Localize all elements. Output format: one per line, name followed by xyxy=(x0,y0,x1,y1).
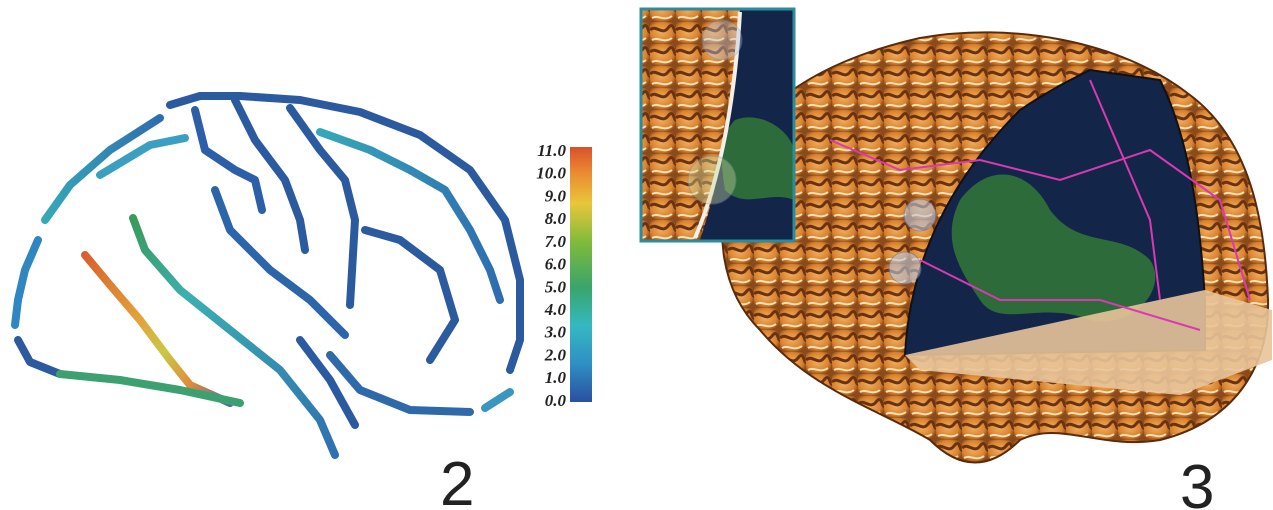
sulci-map xyxy=(15,96,520,455)
inset-zoom xyxy=(641,9,794,241)
colorbar-label: 11.0 xyxy=(537,141,566,160)
brain-render xyxy=(722,32,1272,462)
colorbar-label: 4.0 xyxy=(544,300,567,319)
colorbar-label: 7.0 xyxy=(545,232,567,251)
page: {"colorbar": {"labels": ["0.0", "1.0", "… xyxy=(0,0,1273,510)
colorbar-label: 10.0 xyxy=(536,164,566,183)
colorbar-label: 5.0 xyxy=(545,277,567,296)
panel-label: 3 xyxy=(1180,453,1214,510)
colorbar-label: 8.0 xyxy=(545,209,567,228)
colorbar xyxy=(570,147,592,402)
colorbar-label: 2.0 xyxy=(544,345,567,364)
figure: 0.0 1.0 2.0 3.0 4.0 5.0 6.0 7.0 8.0 9.0 10.0 11.0 2… xyxy=(0,0,1273,510)
colorbar-label: 9.0 xyxy=(545,186,567,205)
colorbar-labels: 0.0 1.0 2.0 3.0 4.0 5.0 6.0 7.0 8.0 9.0 10.0 11.0 xyxy=(536,141,566,410)
colorbar-label: 6.0 xyxy=(545,255,567,274)
colorbar-label: 3.0 xyxy=(544,323,567,342)
panel-label: 2 xyxy=(440,450,474,510)
colorbar-label: 1.0 xyxy=(545,368,567,387)
colorbar-label: 0.0 xyxy=(545,391,567,410)
